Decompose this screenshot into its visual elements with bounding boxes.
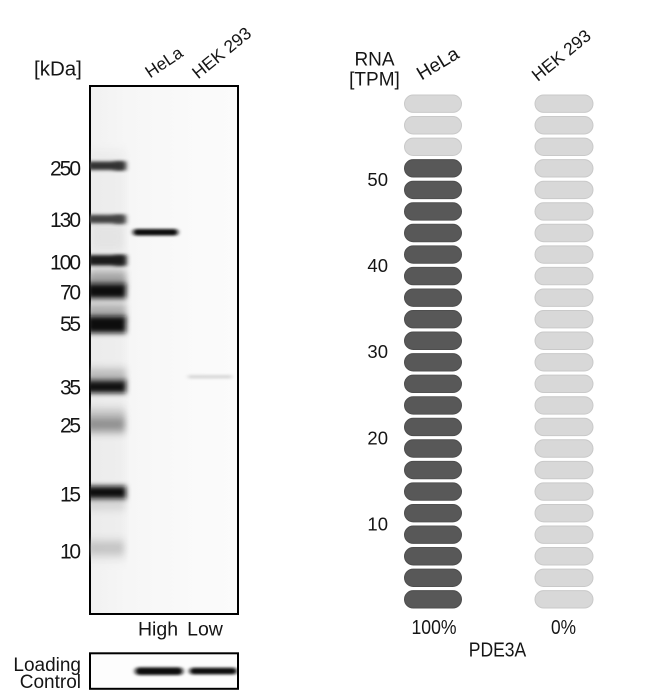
- svg-text:40: 40: [367, 255, 388, 276]
- svg-text:[TPM]: [TPM]: [349, 70, 400, 91]
- svg-text:35: 35: [60, 377, 81, 400]
- svg-text:HeLa: HeLa: [141, 42, 187, 82]
- svg-text:Low: Low: [187, 619, 224, 641]
- svg-text:HEK 293: HEK 293: [528, 25, 595, 85]
- svg-text:20: 20: [367, 427, 388, 448]
- svg-text:HEK 293: HEK 293: [188, 23, 255, 83]
- svg-text:10: 10: [60, 541, 81, 564]
- svg-text:PDE3A: PDE3A: [469, 640, 527, 662]
- svg-text:25: 25: [60, 415, 81, 438]
- svg-text:0%: 0%: [551, 617, 576, 639]
- svg-text:130: 130: [50, 209, 81, 232]
- svg-text:Control: Control: [20, 672, 81, 693]
- svg-text:55: 55: [60, 313, 81, 336]
- svg-text:70: 70: [60, 281, 81, 304]
- svg-text:100%: 100%: [412, 617, 457, 639]
- svg-text:15: 15: [60, 484, 81, 507]
- svg-text:Loading: Loading: [13, 655, 81, 676]
- svg-text:30: 30: [367, 341, 388, 362]
- svg-text:HeLa: HeLa: [413, 43, 463, 85]
- svg-text:10: 10: [367, 514, 388, 535]
- svg-text:High: High: [138, 619, 178, 641]
- svg-text:[kDa]: [kDa]: [34, 58, 82, 81]
- svg-text:100: 100: [50, 252, 81, 275]
- svg-text:RNA: RNA: [354, 50, 394, 71]
- svg-text:50: 50: [367, 169, 388, 190]
- svg-text:250: 250: [50, 158, 81, 181]
